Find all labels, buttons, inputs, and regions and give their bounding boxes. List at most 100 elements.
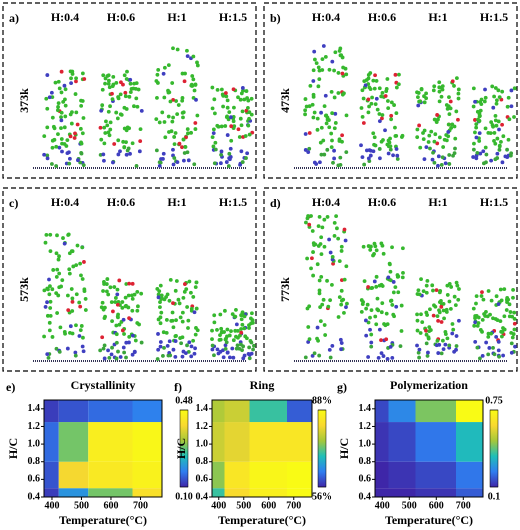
atom	[127, 281, 132, 286]
atom	[311, 273, 316, 278]
atom	[449, 285, 454, 289]
atom	[319, 125, 324, 130]
atom	[512, 86, 517, 91]
atom	[371, 131, 376, 136]
atom	[83, 297, 88, 301]
atom	[156, 347, 161, 352]
atom	[437, 80, 442, 85]
atom	[422, 100, 427, 105]
atom	[509, 151, 514, 156]
atom	[100, 103, 105, 108]
atom	[56, 293, 61, 298]
atom	[240, 311, 245, 316]
atom	[374, 322, 379, 327]
atom	[67, 161, 72, 166]
x-tick-label: 400	[211, 500, 226, 511]
atom	[54, 251, 59, 256]
atom	[432, 303, 436, 308]
atom	[502, 314, 507, 319]
atom	[445, 336, 450, 341]
atom	[244, 156, 248, 160]
atom	[506, 95, 511, 100]
atom	[124, 140, 128, 145]
atom	[189, 344, 194, 349]
atom	[244, 108, 249, 113]
atom	[328, 250, 333, 255]
atom	[429, 129, 434, 134]
atom	[424, 283, 429, 288]
atom	[336, 236, 341, 241]
atom	[137, 149, 142, 154]
atom	[158, 283, 163, 288]
atom	[372, 279, 377, 284]
atom	[161, 157, 165, 161]
atom	[108, 285, 113, 290]
atom	[101, 73, 106, 78]
atom	[305, 216, 310, 221]
atom	[106, 81, 111, 86]
atom	[501, 353, 506, 358]
atom	[240, 322, 245, 327]
atom	[127, 94, 132, 99]
atom	[154, 117, 159, 122]
atom	[426, 336, 431, 341]
atom	[400, 246, 405, 251]
atom	[498, 287, 503, 292]
atom	[381, 354, 386, 358]
atom	[82, 287, 87, 292]
atom	[310, 353, 315, 358]
atom	[161, 71, 166, 76]
atom	[452, 294, 457, 299]
atom	[42, 334, 46, 339]
atom	[497, 95, 502, 100]
atom	[375, 107, 380, 112]
atom	[314, 61, 319, 66]
atom	[511, 295, 515, 300]
atom	[367, 104, 371, 109]
atom	[127, 334, 132, 339]
atom	[308, 83, 313, 88]
atom	[509, 330, 514, 335]
atom	[424, 145, 429, 150]
atom	[110, 91, 114, 96]
atom	[339, 298, 344, 303]
atom	[70, 296, 75, 301]
atom	[427, 329, 432, 334]
atom	[317, 214, 322, 219]
atom	[135, 321, 140, 325]
atom	[135, 308, 140, 313]
atom	[417, 347, 422, 352]
panel-frame	[263, 187, 518, 372]
atom	[245, 151, 250, 156]
atom	[483, 145, 488, 150]
atom	[336, 91, 341, 95]
atom	[250, 318, 255, 323]
atom	[210, 337, 214, 342]
heatmap-cell	[88, 400, 133, 423]
atom	[327, 237, 332, 242]
atom	[50, 115, 55, 120]
atom	[80, 71, 85, 76]
atom	[116, 349, 120, 354]
atom	[184, 287, 189, 291]
atom	[170, 310, 175, 315]
atom	[420, 320, 425, 325]
atom	[425, 278, 430, 283]
atom	[187, 340, 192, 345]
atom	[509, 88, 514, 93]
atom	[246, 105, 250, 110]
atom	[60, 149, 64, 154]
atom	[497, 127, 501, 132]
atom	[45, 156, 50, 161]
atom	[186, 326, 190, 330]
atom	[172, 156, 177, 160]
atom	[212, 320, 217, 325]
molecule-structure	[210, 85, 255, 168]
atom	[309, 266, 313, 271]
atom	[381, 251, 386, 256]
atom	[450, 122, 455, 127]
atom	[453, 303, 458, 308]
atom	[227, 151, 232, 156]
atom	[106, 292, 111, 297]
atom	[495, 318, 500, 323]
